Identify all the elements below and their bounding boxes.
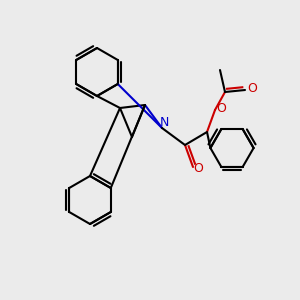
Text: O: O bbox=[216, 101, 226, 115]
Text: N: N bbox=[159, 116, 169, 130]
Text: O: O bbox=[247, 82, 257, 94]
Text: O: O bbox=[193, 163, 203, 176]
